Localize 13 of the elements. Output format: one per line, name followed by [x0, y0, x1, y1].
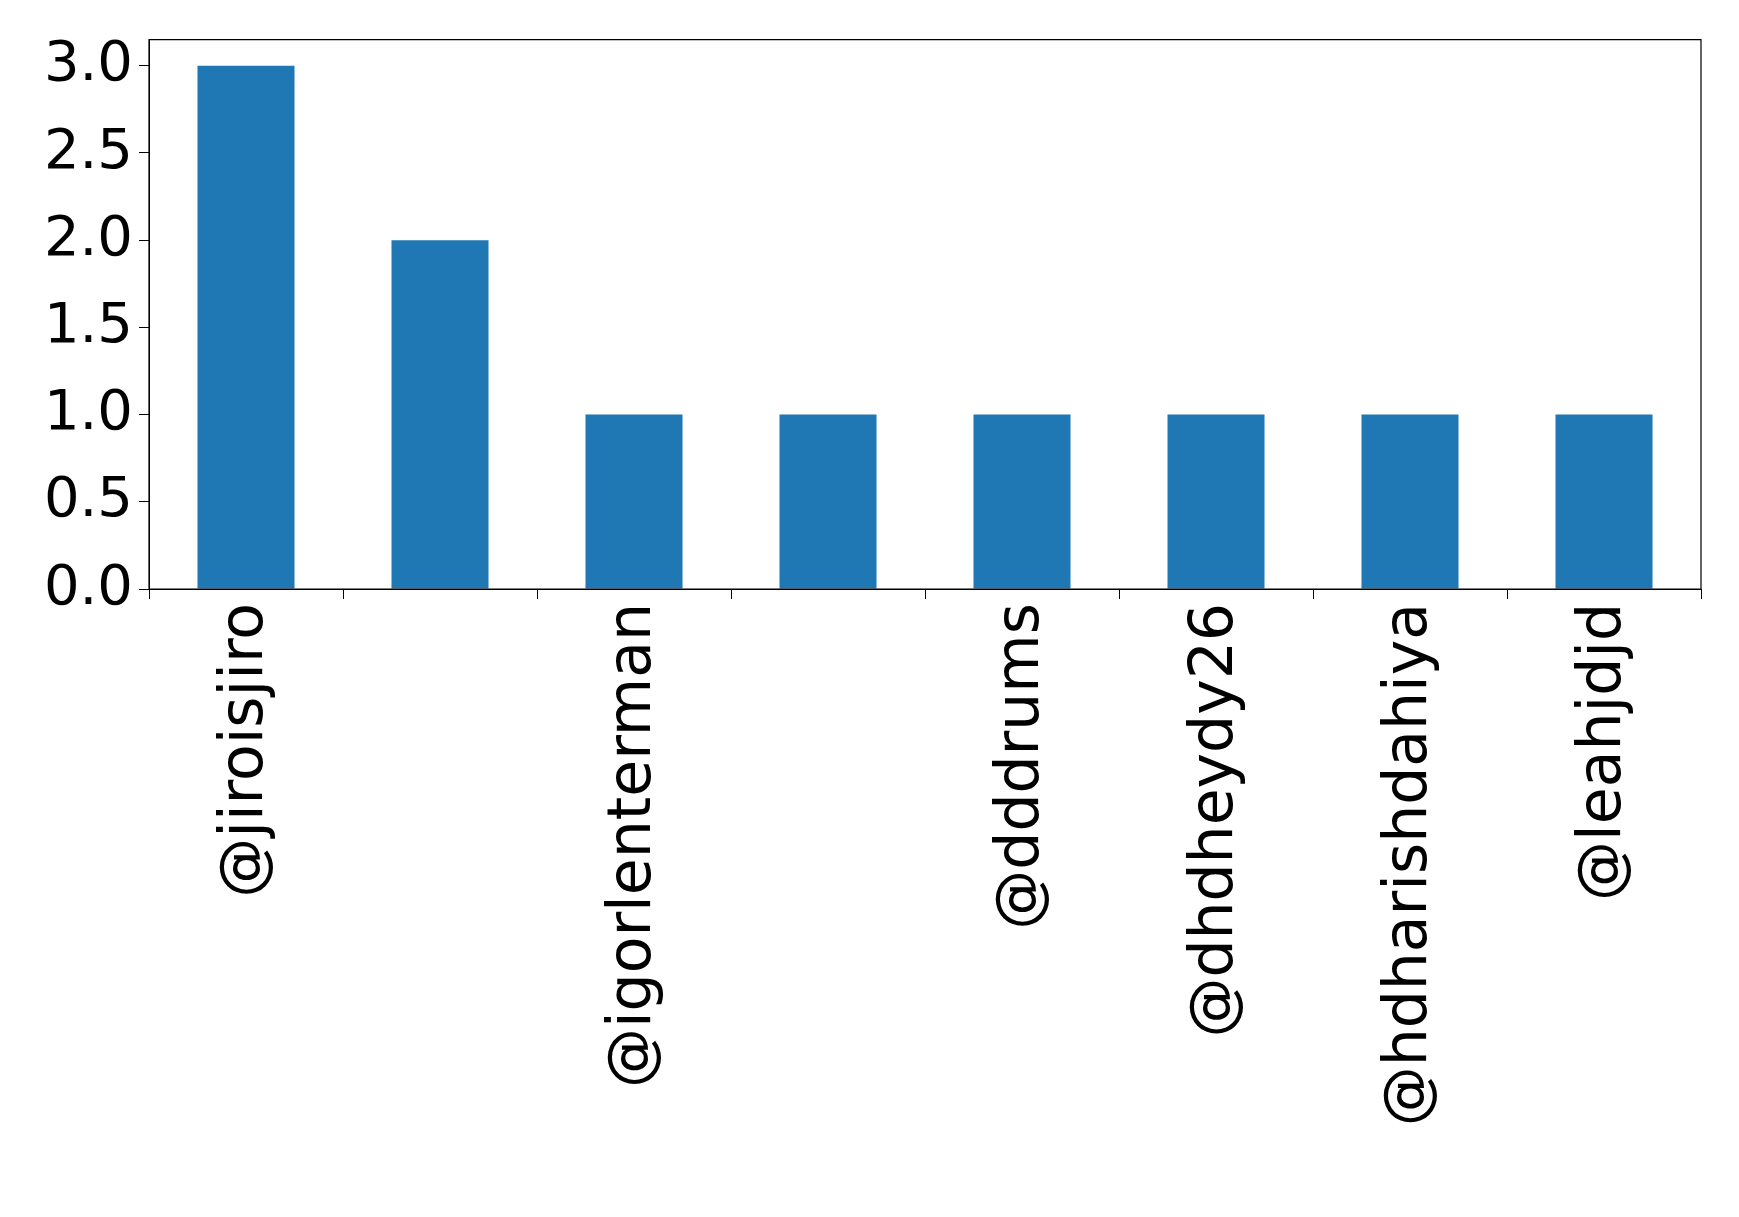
y-tick-label: 1.0 [43, 377, 133, 443]
x-tick-label: @igorlenterman [593, 603, 664, 1089]
y-tick-label: 0.5 [43, 464, 133, 530]
x-tick-label: @leahjdjd [1563, 603, 1634, 901]
y-tick-label: 3.0 [43, 28, 133, 94]
x-tick-label: @dhdheydy26 [1175, 603, 1246, 1038]
x-tick-label: @jiroisjiro [205, 603, 276, 898]
x-tick-label: @dddrums [981, 603, 1052, 930]
y-tick-label: 2.5 [43, 115, 133, 181]
y-tick-label: 0.0 [43, 551, 133, 617]
x-tick-label: @hdharishdahiya [1369, 603, 1440, 1127]
y-tick-label: 2.0 [43, 202, 133, 268]
y-tick-label: 1.5 [43, 289, 133, 355]
